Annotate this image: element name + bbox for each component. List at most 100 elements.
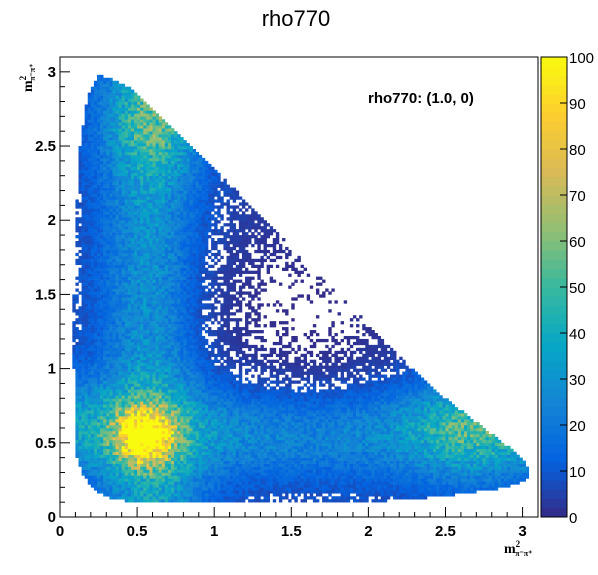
heatmap-cell — [183, 431, 186, 434]
heatmap-cell — [146, 333, 149, 336]
heatmap-cell — [97, 481, 100, 484]
heatmap-cell — [143, 389, 146, 392]
heatmap-cell — [128, 336, 131, 339]
heatmap-cell — [91, 259, 94, 262]
heatmap-cell — [88, 443, 91, 446]
heatmap-cell — [75, 434, 78, 437]
heatmap-cell — [156, 339, 159, 342]
heatmap-cell — [131, 211, 134, 214]
heatmap-cell — [190, 372, 193, 375]
heatmap-cell — [159, 478, 162, 481]
heatmap-cell — [153, 235, 156, 238]
heatmap-cell — [131, 149, 134, 152]
heatmap-cell — [183, 446, 186, 449]
heatmap-cell — [146, 499, 149, 502]
heatmap-cell — [177, 134, 180, 137]
heatmap-cell — [109, 425, 112, 428]
heatmap-cell — [149, 484, 152, 487]
heatmap-cell — [134, 229, 137, 232]
heatmap-cell — [82, 333, 85, 336]
heatmap-cell — [159, 217, 162, 220]
heatmap-cell — [137, 366, 140, 369]
heatmap-cell — [97, 226, 100, 229]
heatmap-cell — [79, 410, 82, 413]
heatmap-cell — [162, 191, 165, 194]
heatmap-cell — [186, 182, 189, 185]
heatmap-cell — [165, 422, 168, 425]
heatmap-cell — [106, 217, 109, 220]
heatmap-cell — [140, 167, 143, 170]
heatmap-cell — [171, 467, 174, 470]
heatmap-cell — [119, 306, 122, 309]
heatmap-cell — [180, 232, 183, 235]
heatmap-cell — [91, 271, 94, 274]
heatmap-cell — [186, 286, 189, 289]
heatmap-cell — [171, 333, 174, 336]
heatmap-cell — [91, 143, 94, 146]
heatmap-cell — [140, 333, 143, 336]
heatmap-cell — [88, 274, 91, 277]
heatmap-cell — [106, 265, 109, 268]
heatmap-cell — [186, 339, 189, 342]
heatmap-cell — [88, 211, 91, 214]
heatmap-cell — [165, 173, 168, 176]
heatmap-cell — [159, 339, 162, 342]
heatmap-cell — [171, 342, 174, 345]
heatmap-cell — [165, 303, 168, 306]
heatmap-cell — [159, 380, 162, 383]
heatmap-cell — [146, 389, 149, 392]
heatmap-cell — [128, 303, 131, 306]
heatmap-cell — [180, 354, 183, 357]
heatmap-cell — [162, 481, 165, 484]
heatmap-cell — [116, 297, 119, 300]
heatmap-cell — [106, 107, 109, 110]
heatmap-cell — [171, 351, 174, 354]
heatmap-cell — [137, 277, 140, 280]
heatmap-cell — [134, 315, 137, 318]
heatmap-cell — [122, 449, 125, 452]
heatmap-cell — [159, 128, 162, 131]
heatmap-cell — [146, 458, 149, 461]
heatmap-cell — [103, 191, 106, 194]
heatmap-cell — [153, 366, 156, 369]
heatmap-cell — [177, 339, 180, 342]
heatmap-cell — [125, 360, 128, 363]
heatmap-cell — [146, 191, 149, 194]
heatmap-cell — [131, 134, 134, 137]
heatmap-cell — [165, 357, 168, 360]
heatmap-cell — [106, 389, 109, 392]
heatmap-cell — [140, 455, 143, 458]
heatmap-cell — [128, 283, 131, 286]
heatmap-cell — [106, 437, 109, 440]
heatmap-cell — [149, 472, 152, 475]
heatmap-cell — [156, 161, 159, 164]
heatmap-cell — [140, 380, 143, 383]
heatmap-cell — [165, 202, 168, 205]
heatmap-cell — [162, 446, 165, 449]
heatmap-cell — [97, 422, 100, 425]
heatmap-cell — [162, 431, 165, 434]
heatmap-cell — [128, 137, 131, 140]
heatmap-cell — [149, 122, 152, 125]
heatmap-cell — [75, 259, 78, 262]
heatmap-cell — [183, 309, 186, 312]
heatmap-cell — [168, 170, 171, 173]
heatmap-cell — [72, 300, 75, 303]
heatmap-cell — [168, 378, 171, 381]
heatmap-cell — [122, 360, 125, 363]
heatmap-cell — [190, 229, 193, 232]
heatmap-cell — [165, 428, 168, 431]
heatmap-cell — [88, 395, 91, 398]
heatmap-cell — [174, 484, 177, 487]
heatmap-cell — [122, 383, 125, 386]
heatmap-cell — [146, 238, 149, 241]
heatmap-cell — [137, 422, 140, 425]
heatmap-cell — [75, 226, 78, 229]
heatmap-cell — [116, 440, 119, 443]
heatmap-cell — [186, 274, 189, 277]
heatmap-cell — [168, 410, 171, 413]
heatmap-cell — [149, 271, 152, 274]
heatmap-cell — [94, 309, 97, 312]
heatmap-cell — [140, 262, 143, 265]
heatmap-cell — [91, 294, 94, 297]
